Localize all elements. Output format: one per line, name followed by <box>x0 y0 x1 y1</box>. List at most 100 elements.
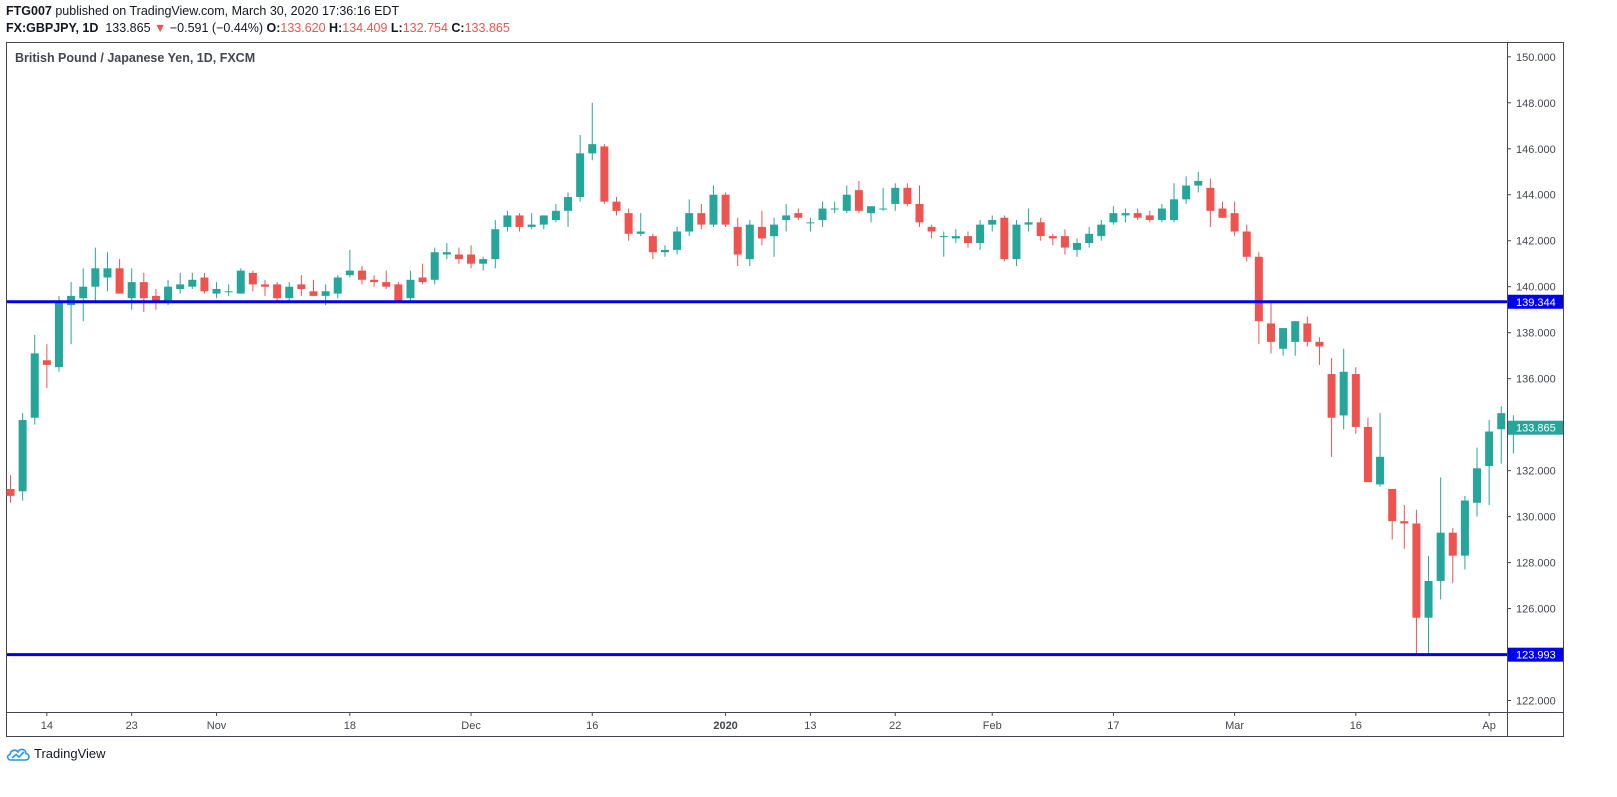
candle-body <box>248 272 257 285</box>
candle-body <box>721 194 730 225</box>
candle-body <box>430 252 439 280</box>
candle-body <box>770 224 779 237</box>
candle-body <box>1436 532 1445 581</box>
level-price-label: 139.344 <box>1516 297 1556 309</box>
candle-body <box>588 144 597 154</box>
x-tick-label: 22 <box>889 720 901 732</box>
close-value: 133.865 <box>464 21 510 35</box>
price-chart[interactable]: British Pound / Japanese Yen, 1D, FXCM 1… <box>0 0 1568 770</box>
candle-body <box>6 489 15 496</box>
candle-body <box>1254 256 1263 322</box>
symbol-label: FX:GBPJPY, 1D <box>6 21 99 35</box>
x-tick-label: 16 <box>1350 720 1362 732</box>
candle-body <box>1266 323 1275 342</box>
candle-body <box>273 284 282 299</box>
candle-body <box>551 210 560 221</box>
x-tick-label: Nov <box>207 720 227 732</box>
candle-body <box>321 291 330 296</box>
candle-body <box>915 203 924 223</box>
candle-body <box>576 153 585 198</box>
candle-body <box>357 270 366 280</box>
candle-body <box>527 224 536 227</box>
candle-body <box>1351 374 1360 427</box>
y-tick-label: 140.000 <box>1516 282 1556 294</box>
candle-body <box>127 282 136 299</box>
horizontal-levels[interactable]: 139.344 123.993 <box>7 294 1563 662</box>
candle-body <box>1085 233 1094 244</box>
x-tick-label: Ap <box>1482 720 1495 732</box>
candle-body <box>479 259 488 264</box>
y-tick-label: 136.000 <box>1516 374 1556 386</box>
candle-body <box>1133 213 1142 218</box>
candle-body <box>285 286 294 299</box>
candle-body <box>370 279 379 283</box>
candle-body <box>406 279 415 299</box>
high-label: H: <box>329 21 343 35</box>
price-axis: 122.000124.000126.000128.000130.000132.0… <box>1507 52 1556 708</box>
candle-body <box>1400 521 1409 524</box>
candle-body <box>709 194 718 225</box>
candle-body <box>1327 374 1336 418</box>
candle-body <box>745 224 754 260</box>
y-tick-label: 144.000 <box>1516 190 1556 202</box>
candle-body <box>1121 213 1130 216</box>
chart-title: British Pound / Japanese Yen, 1D, FXCM <box>15 51 255 65</box>
candle-body <box>1060 236 1069 248</box>
candle-body <box>261 284 270 287</box>
y-tick-label: 128.000 <box>1516 558 1556 570</box>
candle-body <box>491 229 500 260</box>
candle-body <box>54 302 63 368</box>
y-tick-label: 130.000 <box>1516 512 1556 524</box>
candle-body <box>963 236 972 244</box>
candle-body <box>685 213 694 232</box>
high-value: 134.409 <box>342 21 388 35</box>
candle-body <box>976 224 985 244</box>
candle-body <box>297 284 306 289</box>
x-tick-label: 2020 <box>713 720 737 732</box>
candle-body <box>1000 217 1009 260</box>
last-price-marker: 133.865 <box>1508 420 1563 435</box>
candle-body <box>673 231 682 250</box>
candle-body <box>1230 213 1239 232</box>
x-tick-label: Feb <box>983 720 1002 732</box>
low-value: 132.754 <box>402 21 448 35</box>
y-tick-label: 132.000 <box>1516 466 1556 478</box>
candle-body <box>697 213 706 225</box>
candle-body <box>454 254 463 260</box>
candles <box>6 102 1518 655</box>
x-tick-label: 17 <box>1107 720 1119 732</box>
candle-body <box>612 201 621 211</box>
candle-body <box>1109 213 1118 223</box>
candle-body <box>648 236 657 253</box>
y-tick-label: 122.000 <box>1516 696 1556 708</box>
author-name: FTG007 <box>6 4 52 18</box>
candle-body <box>782 215 791 221</box>
candle-body <box>164 286 173 303</box>
x-tick-label: 13 <box>804 720 816 732</box>
candle-body <box>309 291 318 296</box>
level-price-tag <box>1508 647 1563 662</box>
candle-body <box>1170 199 1179 221</box>
candle-body <box>18 420 27 492</box>
candle-body <box>91 268 100 287</box>
change-value: −0.591 (−0.44%) <box>169 21 263 35</box>
x-tick-label: 18 <box>344 720 356 732</box>
candle-body <box>503 215 512 227</box>
candle-body <box>1315 341 1324 347</box>
candle-body <box>176 284 185 289</box>
candle-body <box>1339 371 1348 416</box>
candle-body <box>1497 413 1506 430</box>
candle-body <box>236 270 245 294</box>
candle-body <box>1376 456 1385 485</box>
candle-body <box>1242 231 1251 257</box>
close-label: C: <box>451 21 465 35</box>
candle-body <box>794 213 803 218</box>
candle-body <box>224 291 233 293</box>
candle-body <box>903 187 912 204</box>
candle-body <box>988 220 997 225</box>
candle-body <box>442 252 451 255</box>
tradingview-cloud-icon <box>6 748 30 761</box>
brand-name: TradingView <box>34 746 106 761</box>
x-tick-label: 16 <box>586 720 598 732</box>
candle-body <box>200 277 209 292</box>
